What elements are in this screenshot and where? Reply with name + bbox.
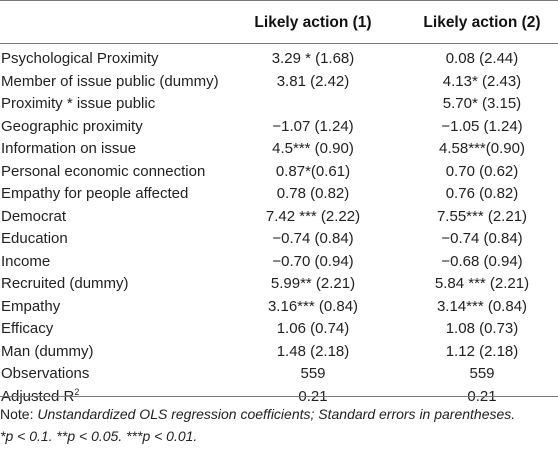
r-squared-superscript: 2 (74, 386, 80, 397)
table-bottom-rule (0, 396, 558, 397)
cell-col1: 0.87*(0.61) (275, 162, 351, 180)
cell-col2: 0.76 (0.82) (445, 185, 519, 202)
cell-col2: 5.84 *** (2.21) (434, 275, 530, 292)
cell-col1: −1.07 (1.24) (272, 117, 354, 135)
cell-col2: 0.08 (2.44) (445, 50, 519, 67)
significance-text: *p < 0.1. **p < 0.05. ***p < 0.01. (0, 428, 198, 444)
cell-col1: −0.70 (0.94) (272, 252, 354, 270)
cell-col2: 1.08 (0.73) (445, 320, 519, 337)
table-row: Man (dummy) 1.48 (2.18) 1.12 (2.18) (0, 341, 558, 364)
note-line: Note: Unstandardized OLS regression coef… (0, 403, 558, 425)
table-row: Recruited (dummy) 5.99** (2.21) 5.84 ***… (0, 273, 558, 296)
cell-col1: 4.5*** (0.90) (272, 140, 354, 157)
cell-col1: 3.29 * (1.68) (271, 50, 355, 67)
cell-col1: −0.74 (0.84) (272, 230, 354, 247)
cell-col2: 1.12 (2.18) (445, 342, 519, 360)
row-label: Democrat (1, 207, 67, 225)
table-row: Information on issue 4.5*** (0.90) 4.58*… (0, 138, 558, 161)
table-row: Personal economic connection 0.87*(0.61)… (0, 161, 558, 184)
cell-col2: −0.68 (0.94) (441, 252, 523, 270)
cell-col1: 3.81 (2.42) (276, 72, 350, 90)
table-row: Efficacy 1.06 (0.74) 1.08 (0.73) (0, 318, 558, 341)
cell-col2: 559 (469, 365, 495, 382)
note-prefix: Note: (0, 406, 38, 422)
table-top-rule (0, 0, 558, 1)
cell-col1: 3.16*** (0.84) (267, 297, 359, 315)
row-label: Personal economic connection (1, 162, 206, 180)
header-rule (0, 43, 558, 44)
table-row: Proximity * issue public 5.70* (3.15) (0, 93, 558, 116)
row-label: Proximity * issue public (1, 95, 156, 112)
cell-col2: −1.05 (1.24) (441, 117, 523, 135)
row-label: Man (dummy) (1, 342, 94, 360)
cell-col2: 4.13* (2.43) (442, 72, 522, 90)
table-row: Empathy for people affected 0.78 (0.82) … (0, 183, 558, 206)
row-label: Member of issue public (dummy) (1, 72, 219, 90)
cell-col1: 1.48 (2.18) (276, 342, 350, 360)
row-label: Recruited (dummy) (1, 275, 129, 292)
row-label: Psychological Proximity (1, 50, 159, 67)
cell-col2: 5.70* (3.15) (442, 95, 522, 112)
cell-col2: 4.58***(0.90) (439, 140, 525, 157)
table-row: Member of issue public (dummy) 3.81 (2.4… (0, 71, 558, 94)
row-label: Empathy for people affected (1, 185, 189, 202)
cell-col1: 5.99** (2.21) (270, 275, 356, 292)
row-label: Geographic proximity (1, 117, 143, 135)
table-row: Geographic proximity −1.07 (1.24) −1.05 … (0, 116, 558, 139)
cell-col2: 7.55*** (2.21) (436, 207, 528, 225)
note-text: Unstandardized OLS regression coefficien… (37, 406, 516, 422)
table-row: Income −0.70 (0.94) −0.68 (0.94) (0, 251, 558, 274)
row-label: Efficacy (1, 320, 54, 337)
table-row: Observations 559 559 (0, 363, 558, 386)
cell-col1: 1.06 (0.74) (276, 320, 350, 337)
column-header-likely-action-1: Likely action (1) (254, 14, 372, 31)
cell-col1: 7.42 *** (2.22) (265, 207, 361, 225)
table-row: Psychological Proximity 3.29 * (1.68) 0.… (0, 48, 558, 71)
table-note: Note: Unstandardized OLS regression coef… (0, 403, 558, 447)
row-label: Education (1, 230, 68, 247)
row-label: Empathy (1, 297, 61, 315)
row-label: Income (1, 252, 51, 270)
cell-col1: 0.78 (0.82) (276, 185, 350, 202)
cell-col2: −0.74 (0.84) (441, 230, 523, 247)
cell-col1: 559 (300, 365, 326, 382)
table-row: Empathy 3.16*** (0.84) 3.14*** (0.84) (0, 296, 558, 319)
row-label: Observations (1, 365, 90, 382)
cell-col2: 3.14*** (0.84) (436, 297, 528, 315)
table-body: Psychological Proximity 3.29 * (1.68) 0.… (0, 48, 558, 408)
significance-line: *p < 0.1. **p < 0.05. ***p < 0.01. (0, 425, 558, 447)
column-header-likely-action-2: Likely action (2) (423, 14, 541, 31)
cell-col2: 0.70 (0.62) (445, 162, 519, 180)
table-row: Education −0.74 (0.84) −0.74 (0.84) (0, 228, 558, 251)
row-label: Information on issue (1, 140, 137, 157)
table-row: Democrat 7.42 *** (2.22) 7.55*** (2.21) (0, 206, 558, 229)
